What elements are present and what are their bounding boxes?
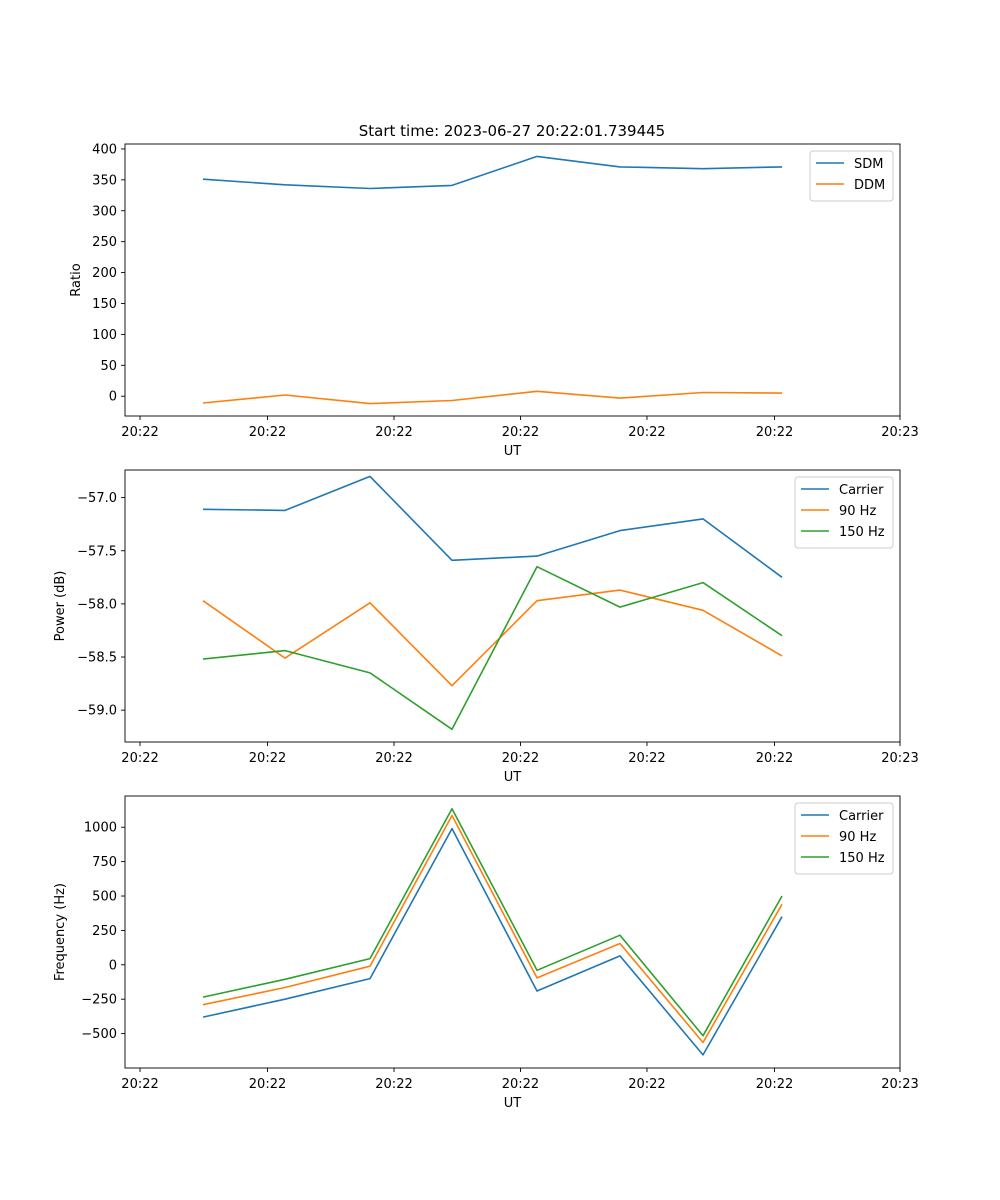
y-axis-label: Power (dB) bbox=[53, 571, 68, 642]
y-tick-label: −57.0 bbox=[77, 491, 117, 506]
x-tick-label: 20:22 bbox=[756, 425, 793, 440]
x-tick-label: 20:22 bbox=[756, 751, 793, 766]
x-tick-label: 20:22 bbox=[502, 1077, 539, 1092]
y-tick-label: 200 bbox=[92, 266, 117, 281]
chart-panel-1: 20:22 20:22 20:22 20:22 20:22 20:22 20:23 0 50 10… bbox=[69, 142, 919, 459]
y-tick-label: 0 bbox=[109, 958, 117, 973]
x-tick-label: 20:22 bbox=[249, 751, 286, 766]
y-tick-label: 0 bbox=[109, 390, 117, 405]
x-tick-label: 20:23 bbox=[881, 1077, 918, 1092]
y-tick-label: 150 bbox=[92, 297, 117, 312]
series-line-150-hz bbox=[202, 807, 783, 1037]
x-tick-label: 20:22 bbox=[375, 751, 412, 766]
x-tick-label: 20:22 bbox=[249, 425, 286, 440]
y-axis-label: Frequency (Hz) bbox=[53, 883, 68, 981]
y-tick-label: 300 bbox=[92, 204, 117, 219]
x-tick-label: 20:22 bbox=[375, 1077, 412, 1092]
x-axis-label: UT bbox=[504, 444, 522, 459]
y-tick-label: 100 bbox=[92, 328, 117, 343]
legend: Carrier 90 Hz 150 Hz bbox=[794, 802, 894, 875]
x-tick-label: 20:23 bbox=[881, 751, 918, 766]
y-axis-label: Ratio bbox=[69, 263, 84, 296]
x-tick-label: 20:22 bbox=[121, 425, 158, 440]
x-tick-label: 20:22 bbox=[628, 425, 665, 440]
x-tick-label: 20:22 bbox=[502, 425, 539, 440]
axes-frame bbox=[124, 795, 901, 1069]
series-line-carrier bbox=[202, 475, 783, 578]
axes-frame bbox=[124, 143, 901, 417]
legend-entry: DDM bbox=[854, 178, 885, 193]
legend-entry: 150 Hz bbox=[839, 525, 885, 540]
y-tick-label: −57.5 bbox=[77, 544, 117, 559]
y-tick-label: −58.5 bbox=[77, 651, 117, 666]
x-tick-label: 20:22 bbox=[375, 425, 412, 440]
x-tick-label: 20:23 bbox=[881, 425, 918, 440]
legend-entry: 90 Hz bbox=[839, 830, 876, 845]
y-tick-label: −250 bbox=[81, 993, 117, 1008]
x-tick-label: 20:22 bbox=[756, 1077, 793, 1092]
x-tick-label: 20:22 bbox=[121, 1077, 158, 1092]
y-tick-label: −500 bbox=[81, 1027, 117, 1042]
y-tick-label: 250 bbox=[92, 924, 117, 939]
series-line-150-hz bbox=[202, 565, 783, 731]
legend-entry: Carrier bbox=[839, 483, 884, 498]
chart-panels: 20:22 20:22 20:22 20:22 20:22 20:22 20:23 0 50 10… bbox=[53, 142, 919, 1111]
series-line-sdm bbox=[202, 155, 783, 190]
x-axis-label: UT bbox=[504, 1096, 522, 1111]
legend: SDM DDM bbox=[809, 150, 894, 202]
y-tick-label: 500 bbox=[92, 890, 117, 905]
figure-title: Start time: 2023-06-27 20:22:01.739445 bbox=[359, 122, 665, 140]
x-tick-label: 20:22 bbox=[502, 751, 539, 766]
series-line-90-hz bbox=[202, 814, 783, 1044]
series-line-ddm bbox=[202, 390, 783, 405]
chart-panel-2: 20:22 20:22 20:22 20:22 20:22 20:22 20:23 −57.0… bbox=[53, 469, 919, 785]
y-tick-label: 350 bbox=[92, 173, 117, 188]
y-tick-label: 250 bbox=[92, 235, 117, 250]
y-tick-label: −58.0 bbox=[77, 597, 117, 612]
y-tick-label: 400 bbox=[92, 142, 117, 157]
series-line-90-hz bbox=[202, 589, 783, 687]
chart-panel-3: 20:22 20:22 20:22 20:22 20:22 20:22 20:23 −500 −… bbox=[53, 795, 919, 1111]
x-tick-label: 20:22 bbox=[121, 751, 158, 766]
legend-entry: 90 Hz bbox=[839, 504, 876, 519]
x-axis-label: UT bbox=[504, 770, 522, 785]
x-tick-label: 20:22 bbox=[628, 1077, 665, 1092]
x-tick-label: 20:22 bbox=[249, 1077, 286, 1092]
y-tick-label: 1000 bbox=[84, 821, 117, 836]
legend-entry: 150 Hz bbox=[839, 851, 885, 866]
legend: Carrier 90 Hz 150 Hz bbox=[794, 476, 894, 549]
axes-frame bbox=[124, 469, 901, 743]
legend-entry: SDM bbox=[854, 157, 883, 172]
y-tick-label: 50 bbox=[100, 359, 117, 374]
y-tick-label: −59.0 bbox=[77, 704, 117, 719]
legend-entry: Carrier bbox=[839, 809, 884, 824]
series-line-carrier bbox=[202, 827, 783, 1056]
y-tick-label: 750 bbox=[92, 855, 117, 870]
x-tick-label: 20:22 bbox=[628, 751, 665, 766]
